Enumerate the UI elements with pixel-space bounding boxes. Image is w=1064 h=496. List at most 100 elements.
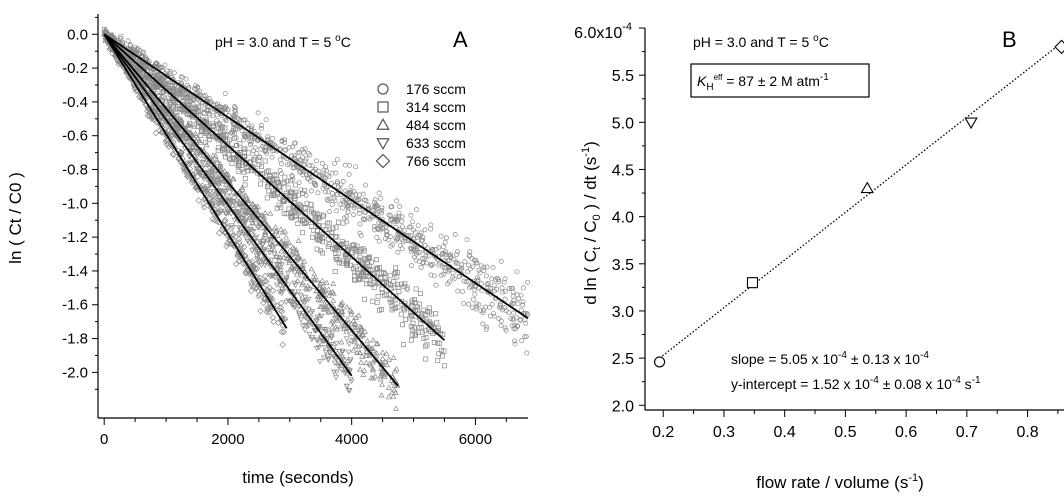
panel-a-scatter-point <box>241 157 247 163</box>
panel-a-scatter-point <box>120 63 127 71</box>
panel-a-scatter-point <box>352 314 360 320</box>
panel-a-scatter-point <box>198 132 204 138</box>
panel-b-x-tick-label: 0.5 <box>834 424 856 441</box>
panel-a-scatter-point <box>223 154 229 160</box>
panel-a-scatter-point <box>186 99 192 105</box>
panel-a-scatter-point <box>419 329 425 335</box>
panel-a-scatter-point <box>472 291 478 297</box>
panel-a-scatter-point <box>418 325 424 331</box>
panel-b-point-diamond <box>1054 39 1064 55</box>
panel-b-y-tick-label: 2.0 <box>612 398 634 415</box>
panel-a-scatter-point <box>396 289 402 295</box>
panel-a-scatter-point <box>278 237 285 244</box>
panel-a-scatter-point <box>300 172 306 178</box>
panel-a-scatter-point <box>473 284 478 290</box>
panel-a-scatter-point <box>520 302 526 308</box>
panel-a-scatter-point <box>228 193 235 199</box>
panel-a-scatter-point <box>247 268 255 276</box>
panel-a-scatter-point <box>201 176 208 182</box>
panel-a-scatter-point <box>269 148 275 154</box>
panel-a-scatter-point <box>261 214 268 220</box>
panel-a-scatter-point <box>341 215 347 221</box>
panel-a-scatter-point <box>188 179 196 186</box>
panel-a-scatter-point <box>409 219 415 225</box>
panel-a-x-axis-label: time (seconds) <box>242 468 353 487</box>
panel-a-scatter-point <box>175 116 182 123</box>
panel-a-scatter-point <box>239 207 246 213</box>
panel-a-scatter-point <box>147 73 153 79</box>
panel-a-scatter-point <box>295 289 302 295</box>
panel-a-scatter-point <box>186 98 192 104</box>
panel-a-scatter-point <box>502 289 508 294</box>
panel-a-scatter-points <box>101 26 531 411</box>
panel-b-y-tick-label: 4.5 <box>612 162 634 179</box>
panel-a-scatter-point <box>364 337 371 344</box>
panel-a-scatter-point <box>284 255 291 262</box>
panel-a-scatter-point <box>249 123 255 129</box>
panel-a-scatter-point <box>394 217 400 223</box>
panel-a-scatter-point <box>319 287 326 293</box>
panel-a-scatter-point <box>341 358 348 364</box>
panel-a-scatter-point <box>228 223 235 229</box>
panel-a-y-tick-label: -1.8 <box>62 331 88 348</box>
panel-b-intercept-text: y-intercept = 1.52 x 10-4 ± 0.08 x 10-4 … <box>731 375 981 392</box>
panel-a-scatter-point <box>254 225 261 231</box>
panel-a-scatter-point <box>337 301 344 307</box>
panel-a-legend: 176 sccm 314 sccm 484 sccm 633 sccm 766 sccm <box>375 81 466 169</box>
panel-a-scatter-point <box>346 341 353 347</box>
panel-a-scatter-point <box>262 229 269 236</box>
panel-a-scatter-point <box>210 152 217 158</box>
panel-a-scatter-point <box>289 302 296 308</box>
panel-a-scatter-point <box>516 296 521 302</box>
legend-marker-triangle-up <box>376 118 390 130</box>
panel-b-kh-text: KHeff = 87 ± 2 M atm-1 <box>697 72 829 93</box>
panel-a-scatter-point <box>347 162 352 168</box>
panel-a-scatter-point <box>332 161 337 166</box>
panel-a-scatter-point <box>232 113 238 119</box>
panel-a-scatter-point <box>238 216 245 222</box>
panel-a-scatter-point <box>182 125 189 131</box>
panel-a-scatter-point <box>351 242 357 248</box>
panel-a-scatter-point <box>514 269 520 275</box>
panel-a-scatter-point <box>400 322 406 328</box>
panel-a-scatter-point <box>441 348 447 354</box>
panel-a-scatter-point <box>168 132 175 139</box>
panel-a-scatter-point <box>470 305 475 310</box>
panel-a-scatter-point <box>325 308 332 314</box>
panel-a-scatter-point <box>390 297 396 303</box>
panel-a-scatter-point <box>199 160 206 166</box>
panel-a-scatter-point <box>502 296 508 302</box>
panel-a-scatter-point <box>211 217 219 224</box>
panel-a-scatter-point <box>328 342 335 348</box>
panel-a-scatter-point <box>248 125 254 131</box>
panel-a-scatter-point <box>301 313 308 319</box>
panel-a-scatter-point <box>253 204 260 210</box>
panel-a-scatter-point <box>374 300 380 306</box>
panel-a-scatter-point <box>312 328 319 334</box>
panel-a-scatter-point <box>329 324 336 330</box>
panel-a-fit-line <box>103 33 399 387</box>
panel-a-scatter-point <box>281 199 287 205</box>
panel-a-scatter-point <box>408 246 414 252</box>
panel-a-scatter-point <box>381 371 388 377</box>
panel-a-scatter-point <box>415 329 421 335</box>
panel-a-scatter-point <box>383 350 390 357</box>
panel-a-scatter-point <box>278 308 286 315</box>
panel-a-scatter-point <box>391 382 398 389</box>
panel-a-scatter-point <box>194 173 201 181</box>
panel-a-scatter-point <box>410 227 416 233</box>
panel-a-scatter-point <box>466 262 471 268</box>
panel-a-scatter-point <box>187 160 194 167</box>
panel-b-x-tick-label: 0.6 <box>895 424 917 441</box>
panel-a-scatter-point <box>382 275 388 281</box>
panel-a-scatter-point <box>233 196 240 202</box>
panel-a-scatter-point <box>362 296 367 302</box>
panel-a-scatter-point <box>269 273 276 280</box>
panel-a-scatter-point <box>242 230 249 236</box>
panel-a-scatter-point <box>384 361 391 368</box>
panel-a-scatter-point <box>330 320 337 326</box>
panel-a-scatter-point <box>279 341 286 348</box>
panel-a-scatter-point <box>303 172 309 178</box>
panel-a-scatter-point <box>424 342 430 348</box>
panel-a-scatter-point <box>296 312 303 319</box>
